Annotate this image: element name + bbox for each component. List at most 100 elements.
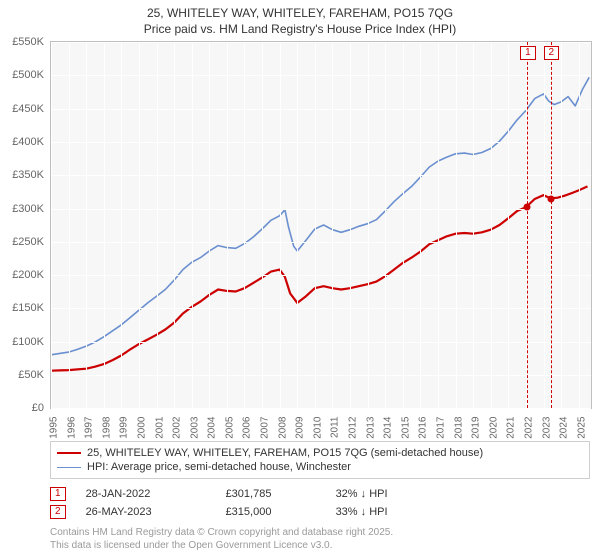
marker-vline-1 (527, 42, 528, 408)
x-axis-label: 2003 (189, 417, 200, 439)
x-axis-label: 1998 (101, 417, 112, 439)
chart-title-line1: 25, WHITELEY WAY, WHITELEY, FAREHAM, PO1… (0, 0, 600, 22)
legend-label: HPI: Average price, semi-detached house,… (87, 461, 351, 473)
x-axis-label: 2005 (224, 417, 235, 439)
transaction-row: 1 28-JAN-2022 £301,785 32% ↓ HPI (50, 485, 550, 503)
x-axis-label: 1995 (49, 417, 60, 439)
gridline-h (51, 175, 591, 176)
legend-swatch (57, 467, 81, 468)
x-axis-label: 2000 (136, 417, 147, 439)
y-axis-label: £550K (0, 36, 44, 48)
transaction-price: £301,785 (226, 488, 316, 500)
x-axis-label: 2001 (154, 417, 165, 439)
y-axis-label: £400K (0, 136, 44, 148)
marker-label-2: 2 (544, 46, 560, 60)
gridline-v (438, 42, 439, 408)
gridline-v (157, 42, 158, 408)
x-axis-label: 2008 (277, 417, 288, 439)
transaction-marker: 1 (50, 487, 66, 501)
chart-plot-area: 12 (50, 41, 592, 409)
x-axis-label: 2014 (383, 417, 394, 439)
gridline-v (51, 42, 52, 408)
y-axis-label: £500K (0, 69, 44, 81)
y-axis-label: £50K (0, 369, 44, 381)
gridline-v (332, 42, 333, 408)
x-axis-label: 2016 (418, 417, 429, 439)
transaction-price: £315,000 (226, 506, 316, 518)
gridline-v (368, 42, 369, 408)
gridline-v (297, 42, 298, 408)
x-axis-label: 2011 (330, 417, 341, 439)
gridline-h (51, 242, 591, 243)
gridline-v (403, 42, 404, 408)
x-axis-label: 2022 (523, 417, 534, 439)
x-axis-label: 2007 (260, 417, 271, 439)
gridline-v (262, 42, 263, 408)
legend-swatch (57, 452, 81, 454)
gridline-v (69, 42, 70, 408)
gridline-v (174, 42, 175, 408)
transaction-delta: 32% ↓ HPI (336, 488, 388, 500)
y-axis-label: £450K (0, 103, 44, 115)
gridline-h (51, 408, 591, 409)
credit-text: Contains HM Land Registry data © Crown c… (50, 527, 550, 552)
y-axis-label: £200K (0, 269, 44, 281)
x-axis-label: 2004 (207, 417, 218, 439)
gridline-h (51, 42, 591, 43)
x-axis-label: 2006 (242, 417, 253, 439)
x-axis-label: 2019 (471, 417, 482, 439)
gridline-v (544, 42, 545, 408)
chart: 12 £0£50K£100K£150K£200K£250K£300K£350K£… (50, 41, 592, 431)
transaction-marker: 2 (50, 505, 66, 519)
gridline-v (473, 42, 474, 408)
gridline-v (209, 42, 210, 408)
gridline-h (51, 209, 591, 210)
y-axis-label: £100K (0, 336, 44, 348)
gridline-v (350, 42, 351, 408)
gridline-v (121, 42, 122, 408)
x-axis-label: 1996 (66, 417, 77, 439)
legend-label: 25, WHITELEY WAY, WHITELEY, FAREHAM, PO1… (87, 447, 483, 459)
gridline-v (192, 42, 193, 408)
gridline-v (139, 42, 140, 408)
legend-row-property: 25, WHITELEY WAY, WHITELEY, FAREHAM, PO1… (57, 446, 583, 460)
gridline-v (456, 42, 457, 408)
chart-title-line2: Price paid vs. HM Land Registry's House … (0, 22, 600, 42)
legend-row-hpi: HPI: Average price, semi-detached house,… (57, 460, 583, 474)
y-axis-label: £250K (0, 236, 44, 248)
marker-dot-1 (524, 204, 531, 211)
x-axis-label: 2010 (312, 417, 323, 439)
series-property (51, 187, 588, 371)
x-axis-label: 2025 (576, 417, 587, 439)
x-axis-label: 2002 (172, 417, 183, 439)
y-axis-label: £350K (0, 169, 44, 181)
transaction-date: 28-JAN-2022 (86, 488, 206, 500)
marker-dot-2 (547, 195, 554, 202)
transaction-date: 26-MAY-2023 (86, 506, 206, 518)
x-axis-label: 2009 (295, 417, 306, 439)
gridline-v (420, 42, 421, 408)
gridline-v (244, 42, 245, 408)
chart-lines-layer (51, 42, 591, 408)
gridline-h (51, 109, 591, 110)
gridline-v (561, 42, 562, 408)
gridline-h (51, 275, 591, 276)
marker-label-1: 1 (520, 46, 536, 60)
gridline-v (508, 42, 509, 408)
x-axis-label: 2018 (453, 417, 464, 439)
y-axis-label: £150K (0, 302, 44, 314)
credit-line1: Contains HM Land Registry data © Crown c… (50, 527, 550, 540)
gridline-h (51, 308, 591, 309)
gridline-v (227, 42, 228, 408)
x-axis-label: 2023 (541, 417, 552, 439)
x-axis-label: 2021 (506, 417, 517, 439)
x-axis-label: 2020 (488, 417, 499, 439)
gridline-v (579, 42, 580, 408)
transaction-delta: 33% ↓ HPI (336, 506, 388, 518)
gridline-v (385, 42, 386, 408)
gridline-v (104, 42, 105, 408)
credit-line2: This data is licensed under the Open Gov… (50, 540, 550, 553)
y-axis-label: £0 (0, 402, 44, 414)
x-axis-label: 2024 (559, 417, 570, 439)
gridline-v (315, 42, 316, 408)
